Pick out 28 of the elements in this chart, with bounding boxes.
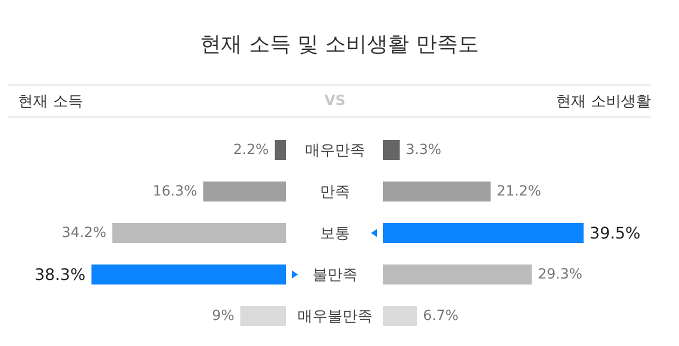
bar: [383, 140, 400, 160]
bar: [112, 223, 286, 243]
data-label: 29.3%: [538, 266, 582, 282]
y-tick-label: 보통: [320, 224, 350, 242]
data-label: 9%: [212, 308, 234, 324]
data-label: 2.2%: [233, 142, 269, 158]
data-label: 3.3%: [406, 142, 442, 158]
text: 현재 소득 및 소비생활 만족도: [200, 32, 479, 56]
text: 현재 소비생활: [556, 92, 651, 110]
data-label: 16.3%: [152, 184, 198, 200]
bar: [203, 182, 286, 202]
data-label: 39.5%: [590, 224, 640, 242]
bar: [383, 306, 418, 326]
y-tick-label: 매우만족: [305, 141, 365, 159]
data-label: 6.7%: [423, 308, 459, 324]
y-tick-label: 만족: [320, 182, 350, 200]
bar: [383, 264, 532, 284]
y-tick-label: 불만족: [312, 266, 358, 284]
bar: [91, 264, 286, 284]
bar: [383, 182, 491, 202]
y-tick-label: 매우불만족: [298, 307, 372, 325]
bar: [240, 306, 286, 326]
data-label: 21.2%: [496, 184, 542, 200]
bar: [274, 140, 286, 160]
data-label: 34.2%: [62, 225, 106, 241]
text: 현재 소득: [18, 92, 83, 110]
data-label: 38.3%: [34, 265, 86, 284]
bar: [383, 223, 584, 243]
